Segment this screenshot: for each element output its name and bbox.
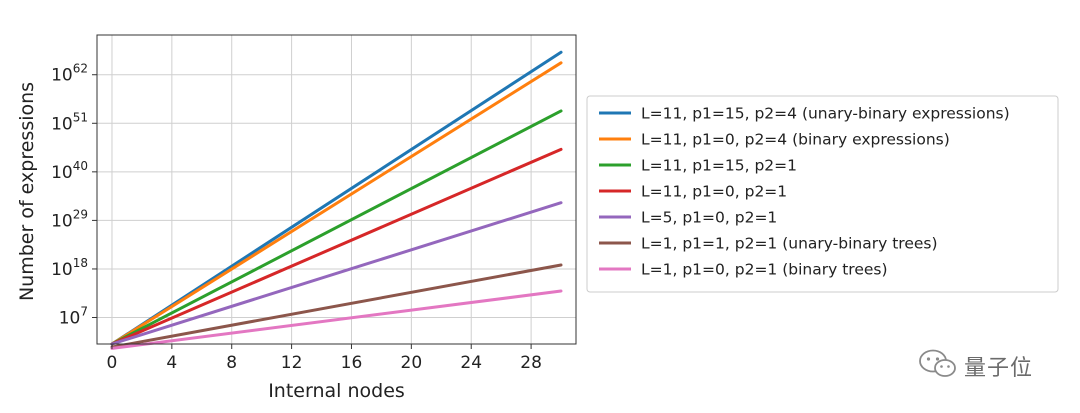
y-tick-base: 10 [51, 114, 73, 134]
y-tick-base: 10 [59, 309, 81, 329]
y-tick-label: 107 [59, 305, 88, 329]
x-tick-label: 16 [341, 353, 363, 373]
series-line [110, 61, 563, 346]
y-tick-base: 10 [51, 163, 73, 183]
y-tick-label: 1018 [51, 256, 88, 280]
y-tick-exponent: 51 [73, 110, 88, 124]
y-tick-exponent: 40 [73, 159, 88, 173]
x-tick-label: 24 [460, 353, 482, 373]
series-lines [110, 50, 563, 350]
plot-frame [96, 34, 577, 345]
series-line [110, 263, 563, 349]
x-tick-label: 28 [520, 353, 542, 373]
y-tick-base: 10 [51, 260, 73, 280]
y-tick-label: 1062 [51, 62, 88, 86]
y-tick-label: 1040 [51, 159, 88, 183]
y-tick-exponent: 18 [73, 256, 88, 270]
legend-label: L=5, p1=0, p2=1 [641, 209, 777, 227]
y-tick-exponent: 62 [73, 62, 88, 76]
legend-label: L=1, p1=0, p2=1 (binary trees) [641, 261, 888, 279]
y-tick-exponent: 7 [80, 305, 88, 319]
y-tick-base: 10 [51, 66, 73, 86]
legend-box [586, 95, 1059, 293]
x-tick-label: 4 [166, 353, 177, 373]
x-tick-label: 8 [226, 353, 237, 373]
legend-label: L=11, p1=0, p2=1 [641, 183, 787, 201]
x-axis-label: Internal nodes [268, 380, 405, 402]
wechat-icon [918, 348, 958, 384]
legend-label: L=11, p1=0, p2=4 (binary expressions) [641, 131, 950, 149]
series-line [110, 147, 563, 346]
x-tick-label: 12 [281, 353, 303, 373]
y-tick-label: 1051 [51, 110, 88, 134]
y-axis-label: Number of expressions [16, 82, 38, 301]
series-line [110, 201, 563, 346]
y-tick-exponent: 29 [73, 207, 88, 221]
watermark-text: 量子位 [964, 356, 1034, 381]
x-tick-label: 0 [107, 353, 118, 373]
y-tick-label: 1029 [51, 207, 88, 231]
legend-label: L=1, p1=1, p2=1 (unary-binary trees) [641, 235, 938, 253]
watermark: 量子位 [918, 346, 1033, 386]
x-tick-label: 20 [401, 353, 423, 373]
legend-label: L=11, p1=15, p2=1 [641, 157, 797, 175]
series-line [110, 289, 563, 350]
series-line [110, 109, 563, 346]
legend-label: L=11, p1=15, p2=4 (unary-binary expressi… [641, 105, 1010, 123]
y-tick-base: 10 [51, 211, 73, 231]
legend: L=11, p1=15, p2=4 (unary-binary expressi… [586, 95, 1059, 293]
